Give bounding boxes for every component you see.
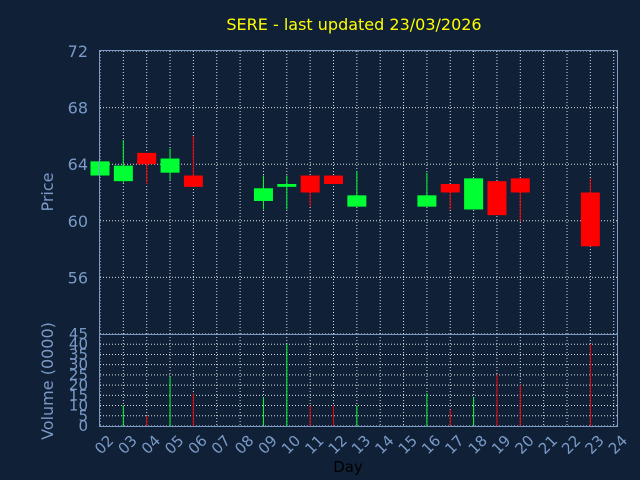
x-tick-label: 12 [325,432,351,458]
volume-tick-label: 5 [78,407,88,425]
volume-tick-label: 25 [69,366,88,384]
price-tick-label: 64 [68,155,88,174]
candle-body-18 [464,178,484,210]
candle-body-13 [347,195,367,207]
volume-grid [99,333,617,427]
x-tick-label: 19 [488,432,514,458]
x-tick-label: 13 [348,432,374,458]
x-tick-label: 05 [161,432,187,458]
chart-title: SERE - last updated 23/03/2026 [226,15,481,34]
price-tick-label: 60 [68,212,88,231]
price-grid [99,50,617,334]
price-tick-label: 68 [68,99,88,118]
x-tick-label: 07 [208,432,234,458]
volume-axis-label: Volume (0000) [38,322,57,440]
x-tick-label: 17 [441,432,467,458]
candle-body-10 [277,184,297,187]
price-panel-frame [99,50,618,335]
price-tick-label: 56 [68,268,88,287]
price-axis-label: Price [38,172,57,211]
volume-panel-frame [99,334,618,427]
price-tick-label: 72 [68,42,88,61]
volume-tick-label: 45 [69,325,88,343]
x-tick-label: 10 [278,432,304,458]
x-tick-label: 03 [114,432,140,458]
x-tick-label: 24 [605,432,631,458]
volume-tick-label: 35 [69,345,88,363]
x-tick-label: 11 [301,432,327,458]
candle-body-06 [183,175,203,187]
x-tick-label: 14 [371,432,397,458]
volume-tick-label: 40 [69,335,88,353]
x-tick-label: 02 [91,432,117,458]
candle-body-16 [417,195,437,207]
candle-body-09 [253,188,273,201]
x-tick-label: 06 [185,432,211,458]
price-tick-labels: 72 68 64 60 56 [68,42,88,287]
x-tick-label: 20 [511,432,537,458]
candle-body-04 [137,152,157,165]
x-tick-label: 22 [558,432,584,458]
volume-tick-label: 30 [69,356,88,374]
candle-body-19 [487,181,507,216]
volume-tick-label: 20 [69,376,88,394]
candle-body-17 [440,184,460,193]
x-tick-label: 16 [418,432,444,458]
volume-tick-label: 10 [69,397,88,415]
x-tick-label: 21 [535,432,561,458]
candle-body-11 [300,175,320,193]
candle-body-05 [160,158,180,173]
x-tick-label: 23 [581,432,607,458]
x-tick-label: 04 [138,432,164,458]
candle-body-23 [580,192,600,247]
x-axis-label: Day [333,458,363,476]
x-tick-label: 15 [395,432,421,458]
candle-body-12 [324,175,343,185]
x-tick-label: 18 [465,432,491,458]
volume-tick-label: 0 [78,417,88,435]
x-tick-labels: 0203040506070809101112131415161718192021… [91,432,631,458]
x-tick-label: 09 [255,432,281,458]
volume-tick-label: 15 [69,386,88,404]
candles [90,135,600,247]
candle-body-20 [510,178,530,193]
x-tick-label: 08 [231,432,257,458]
candle-body-03 [113,165,133,182]
volume-bars [122,344,591,426]
